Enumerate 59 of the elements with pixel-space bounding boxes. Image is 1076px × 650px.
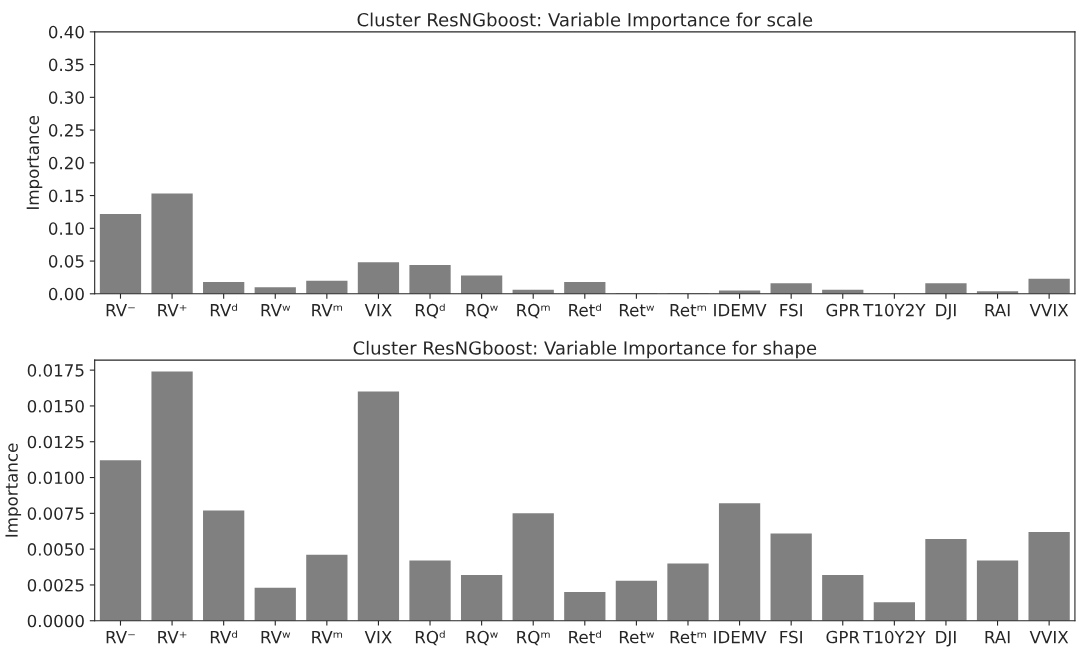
x-tick-label: VVIX: [1029, 630, 1069, 644]
x-tick-label: RVʷ: [261, 304, 291, 317]
x-tick-label: RVᵐ: [312, 304, 343, 317]
y-tick-label: 0.00: [48, 287, 84, 301]
x-tick-label: RAI: [985, 630, 1010, 644]
x-tick-label: T10Y2Y: [863, 630, 926, 644]
x-tick-label: RQᵐ: [517, 630, 550, 646]
x-tick-label: GPR: [826, 303, 860, 317]
y-tick-label: 0.25: [48, 124, 84, 137]
y-tick-label: 0.15: [48, 189, 84, 203]
x-tick-label: RQʷ: [466, 303, 498, 319]
x-tick-label: Retᵈ: [569, 303, 601, 317]
x-tick-label: RQᵈ: [415, 630, 445, 646]
x-tick-label: VVIX: [1029, 304, 1069, 317]
x-tick-label: IDEMV: [714, 304, 767, 317]
chart-title: Cluster ResNGboost: Variable Importance for shape: [353, 340, 817, 359]
x-tick-label: RV⁺: [158, 630, 187, 644]
y-tick-label: 0.30: [48, 91, 84, 104]
y-tick-label: 0.20: [48, 156, 84, 170]
y-tick-label: 0.0125: [27, 435, 84, 449]
x-tick-label: RAI: [985, 304, 1010, 317]
y-tick-label: 0.0050: [27, 543, 84, 556]
x-tick-label: FSI: [780, 630, 802, 644]
x-tick-label: RVᵈ: [210, 630, 238, 644]
x-tick-label: Retᵐ: [670, 630, 706, 644]
x-tick-label: RVᵐ: [312, 630, 343, 644]
x-tick-label: IDEMV: [714, 630, 767, 644]
x-tick-label: GPR: [826, 630, 860, 644]
y-tick-label: 0.0025: [27, 578, 84, 592]
y-tick-label: 0.0000: [27, 614, 84, 628]
y-axis-title: Importance: [5, 443, 22, 537]
x-tick-label: DJI: [936, 304, 956, 320]
y-tick-label: 0.40: [48, 25, 84, 39]
x-tick-label: FSI: [780, 303, 802, 317]
y-tick-label: 0.0175: [27, 364, 84, 377]
y-axis-title: Importance: [26, 115, 43, 209]
x-tick-label: RV⁺: [158, 304, 187, 317]
y-tick-label: 0.0100: [27, 471, 84, 485]
x-tick-label: T10Y2Y: [863, 303, 926, 317]
x-tick-label: VIX: [364, 304, 392, 317]
x-tick-label: RVʷ: [261, 630, 291, 644]
x-tick-label: RQᵐ: [517, 303, 550, 319]
y-tick-label: 0.05: [48, 255, 84, 268]
x-tick-label: Retᵈ: [569, 630, 601, 644]
chart-title: Cluster ResNGboost: Variable Importance for scale: [357, 12, 813, 31]
y-tick-label: 0.0075: [27, 507, 84, 520]
y-tick-label: 0.10: [48, 222, 84, 235]
x-tick-label: Retᵐ: [670, 304, 706, 317]
x-tick-label: RQʷ: [466, 630, 498, 646]
x-tick-label: Retʷ: [619, 304, 655, 317]
x-tick-label: VIX: [364, 630, 392, 644]
y-tick-label: 0.35: [48, 58, 84, 72]
x-tick-label: RVᵈ: [210, 303, 238, 317]
x-tick-label: RV⁻: [106, 630, 135, 644]
x-tick-label: RV⁻: [106, 304, 135, 317]
x-tick-label: Retʷ: [619, 630, 655, 644]
y-tick-label: 0.0150: [27, 399, 84, 413]
x-tick-label: RQᵈ: [415, 303, 445, 319]
x-tick-label: DJI: [936, 630, 956, 647]
